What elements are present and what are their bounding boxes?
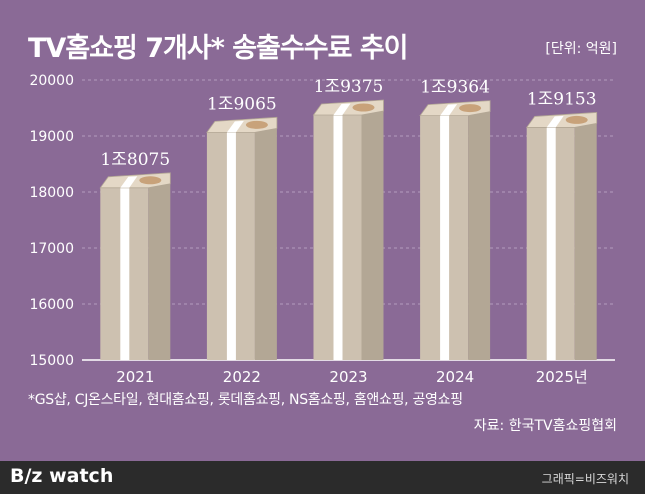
- y-tick-label: 20000: [29, 73, 74, 89]
- bar-top-band: [120, 176, 138, 188]
- y-tick-label: 15000: [29, 353, 74, 369]
- bar-band: [546, 127, 556, 360]
- y-tick-label: 19000: [29, 129, 74, 145]
- bill-portrait: [459, 104, 482, 113]
- source-label: 자료: 한국TV홈쇼핑협회: [473, 418, 617, 434]
- bar-top-band: [333, 103, 351, 115]
- unit-label: [단위: 억원]: [545, 41, 617, 57]
- graphic-credit: 그래픽=비즈워치: [541, 472, 629, 486]
- y-tick-label: 18000: [29, 185, 74, 201]
- chart-title: TV홈쇼핑 7개사* 송출수수료 추이: [28, 33, 408, 64]
- x-tick-label: 2024: [436, 368, 474, 386]
- footnote: *GS샵, CJ온스타일, 현대홈쇼핑, 롯데홈쇼핑, NS홈쇼핑, 홈앤쇼핑,…: [28, 392, 463, 408]
- y-tick-label: 17000: [29, 241, 74, 257]
- y-tick-label: 16000: [29, 297, 74, 313]
- bar-band: [226, 132, 236, 360]
- value-label: 1조8075: [100, 150, 170, 170]
- bar-band: [333, 115, 343, 360]
- bar-top-band: [546, 115, 564, 128]
- bill-portrait: [139, 176, 162, 185]
- value-label: 1조9153: [527, 89, 597, 109]
- x-tick-label: 2023: [329, 368, 367, 386]
- x-tick-label: 2021: [116, 368, 154, 386]
- bar-side: [361, 111, 384, 360]
- bill-portrait: [565, 115, 588, 124]
- bar-side: [574, 123, 597, 360]
- bill-portrait: [245, 120, 268, 129]
- bill-portrait: [352, 103, 375, 112]
- bar-top-band: [440, 104, 458, 116]
- bizwatch-logo: B/z watch: [10, 465, 114, 487]
- x-tick-label: 2022: [223, 368, 261, 386]
- bar-side: [254, 128, 277, 360]
- bar-top-band: [226, 120, 244, 133]
- footer-bar: B/z watch 그래픽=비즈워치: [0, 461, 645, 494]
- bar-side: [468, 111, 491, 360]
- bar-side: [148, 183, 171, 360]
- bar-band: [120, 187, 130, 360]
- bar-band: [440, 115, 450, 360]
- value-label: 1조9364: [420, 78, 490, 98]
- value-label: 1조9375: [314, 77, 384, 97]
- value-label: 1조9065: [207, 94, 277, 114]
- x-tick-label: 2025년: [536, 368, 588, 386]
